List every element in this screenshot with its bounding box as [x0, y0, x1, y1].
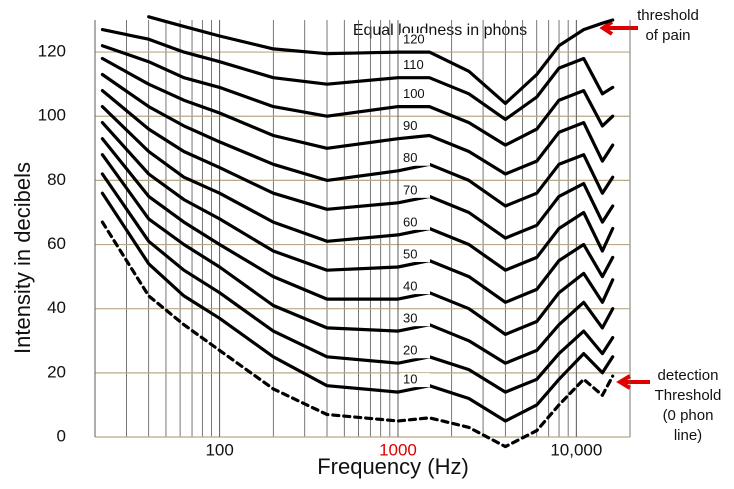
- x-tick-label: 10,000: [550, 440, 602, 459]
- annotation: line): [674, 427, 702, 444]
- chart-title: Equal loudness in phons: [353, 22, 527, 39]
- y-tick-label: 20: [47, 362, 66, 381]
- y-tick-label: 120: [38, 42, 66, 61]
- y-tick-label: 40: [47, 298, 66, 317]
- threshold-curve: [100, 220, 615, 449]
- x-tick-label: 100: [205, 440, 233, 459]
- loudness-curve: [147, 15, 615, 105]
- threshold-arrow: [616, 374, 650, 390]
- curve-label: 120: [403, 32, 425, 47]
- label-bg: [399, 119, 430, 134]
- curve-label: 40: [403, 279, 417, 294]
- curve-label: 50: [403, 246, 417, 261]
- x-axis-title: Frequency (Hz): [317, 454, 469, 479]
- label-bg: [399, 344, 430, 359]
- curve-label: 30: [403, 311, 417, 326]
- x-tick-label: 1000: [379, 440, 417, 459]
- y-axis-title: Intensity in decibels: [10, 162, 35, 354]
- label-bg: [399, 215, 430, 230]
- curve-label: 80: [403, 150, 417, 165]
- loudness-curve: [100, 137, 615, 336]
- y-tick-label: 100: [38, 106, 66, 125]
- loudness-curve: [100, 191, 615, 423]
- curve-label: 110: [403, 57, 424, 72]
- label-bg: [399, 312, 430, 327]
- loudness-curve: [100, 56, 615, 176]
- loudness-curve: [100, 28, 615, 121]
- annotation: of pain: [645, 27, 690, 44]
- curve-label: 70: [403, 182, 417, 197]
- label-bg: [399, 151, 430, 166]
- curve-label: 60: [403, 214, 417, 229]
- annotation: (0 phon: [663, 407, 714, 424]
- loudness-curve: [100, 44, 615, 147]
- label-bg: [399, 247, 430, 262]
- label-bg: [399, 183, 430, 198]
- annotation: Threshold: [655, 387, 722, 404]
- label-bg: [399, 33, 430, 48]
- curve-label: 90: [403, 118, 417, 133]
- annotation: detection: [658, 367, 719, 384]
- y-tick-label: 0: [57, 426, 66, 445]
- curve-label: 20: [403, 343, 417, 358]
- y-tick-label: 60: [47, 234, 66, 253]
- curve-label: 10: [403, 372, 417, 387]
- loudness-curve: [100, 72, 615, 208]
- pain-arrow: [599, 20, 638, 36]
- label-bg: [399, 87, 430, 102]
- label-bg: [399, 373, 430, 388]
- y-tick-label: 80: [47, 170, 66, 189]
- label-bg: [399, 58, 430, 73]
- grid: [94, 20, 631, 438]
- curve-label: 100: [403, 86, 425, 101]
- annotation: threshold: [637, 7, 699, 24]
- label-bg: [399, 280, 430, 295]
